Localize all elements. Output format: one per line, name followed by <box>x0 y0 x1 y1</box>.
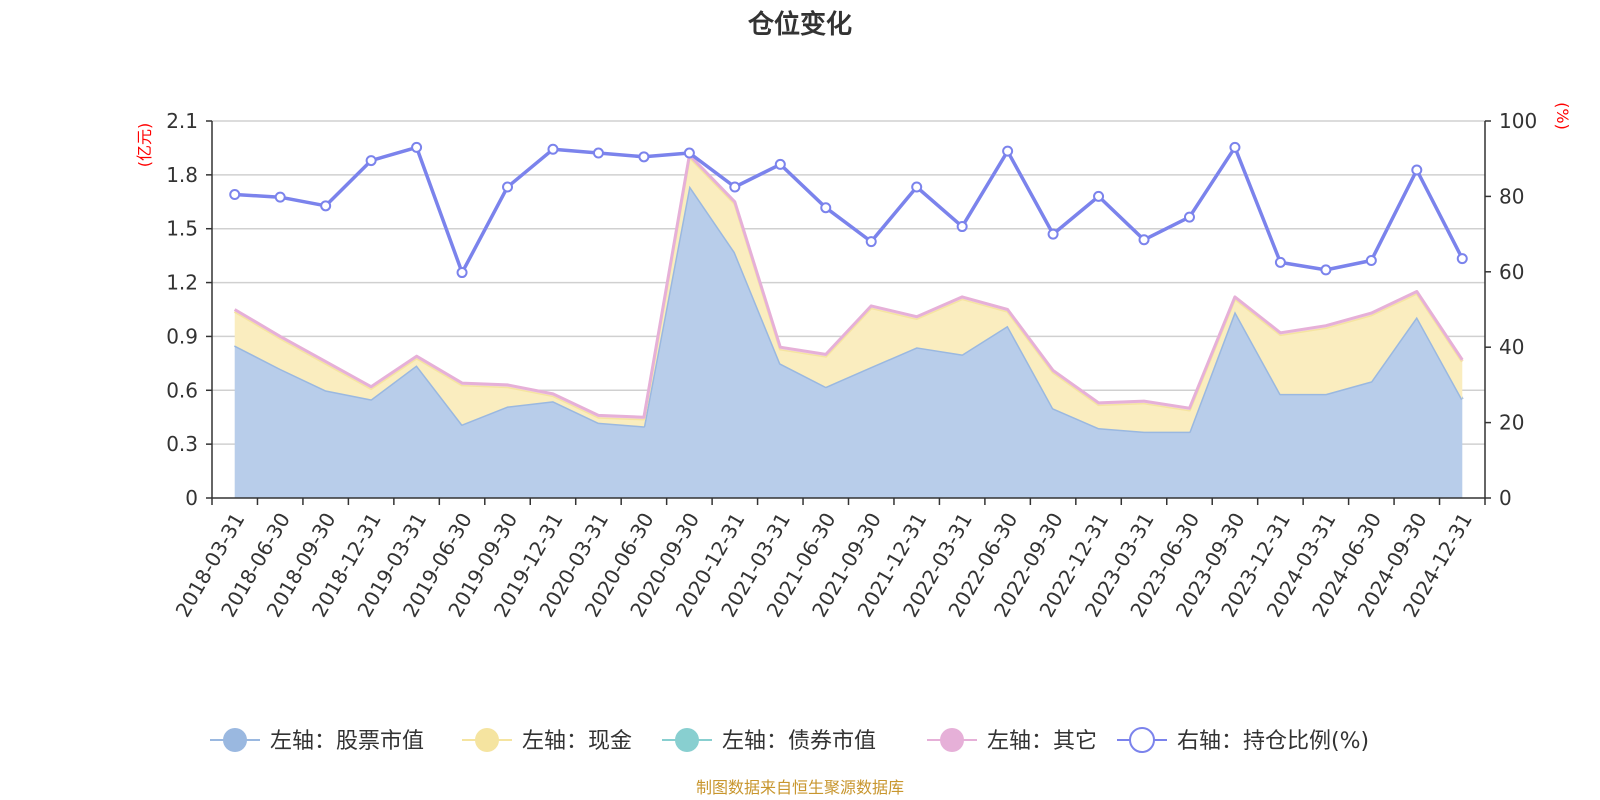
ratio-point <box>956 221 968 233</box>
ratio-point <box>1456 253 1468 265</box>
ratio-point <box>1183 211 1195 223</box>
ratio-point <box>865 236 877 248</box>
ratio-point <box>456 267 468 279</box>
ratio-point <box>1274 256 1286 268</box>
left-tick-label: 0.9 <box>166 324 198 348</box>
left-tick-label: 1.5 <box>166 217 198 241</box>
ratio-point <box>502 181 514 193</box>
ratio-point <box>1093 190 1105 202</box>
legend-marker <box>475 728 499 752</box>
right-tick-label: 80 <box>1499 184 1524 208</box>
ratio-point <box>1365 254 1377 266</box>
ratio-point <box>683 147 695 159</box>
ratio-point <box>1320 264 1332 276</box>
left-tick-label: 2.1 <box>166 109 198 133</box>
left-tick-label: 0.6 <box>166 378 198 402</box>
ratio-point <box>729 181 741 193</box>
ratio-point <box>820 202 832 214</box>
ratio-polyline <box>234 145 1464 275</box>
right-tick-label: 20 <box>1499 411 1524 435</box>
legend-marker <box>940 728 964 752</box>
legend-marker <box>675 728 699 752</box>
ratio-point <box>1229 141 1241 153</box>
left-tick-label: 1.2 <box>166 271 198 295</box>
right-axis-unit: (%) <box>1553 102 1572 130</box>
ratio-point <box>1002 145 1014 157</box>
legend-marker <box>1129 727 1155 753</box>
ratio-point <box>1047 228 1059 240</box>
left-tick-label: 1.8 <box>166 163 198 187</box>
right-tick-label: 60 <box>1499 260 1524 284</box>
ratio-point <box>411 141 423 153</box>
ratio-point <box>547 143 559 155</box>
ratio-point <box>320 200 332 212</box>
legend-label: 左轴：股票市值 <box>270 729 424 754</box>
legend-marker <box>223 728 247 752</box>
source-note: 制图数据来自恒生聚源数据库 <box>696 778 904 797</box>
area-左轴：股票市值 <box>234 185 1463 498</box>
chart-title: 仓位变化 <box>747 9 852 40</box>
right-tick-label: 100 <box>1499 109 1537 133</box>
legend: 左轴：股票市值 左轴：现金 左轴：债券市值 左轴：其它 右轴：持仓比例(%) <box>210 727 1369 754</box>
left-tick-label: 0.3 <box>166 432 198 456</box>
left-axis-unit: (亿元) <box>135 123 154 168</box>
ratio-point <box>365 155 377 167</box>
area-左轴：现金 <box>234 156 1463 432</box>
legend-label: 右轴：持仓比例(%) <box>1177 729 1369 754</box>
legend-label: 左轴：其它 <box>987 729 1097 754</box>
stacked-areas <box>233 153 1464 498</box>
right-tick-label: 40 <box>1499 335 1524 359</box>
ratio-point <box>229 189 241 201</box>
right-tick-label: 0 <box>1499 486 1512 510</box>
area-line-左轴：其它 <box>233 153 1464 419</box>
ratio-point <box>274 191 286 203</box>
legend-label: 左轴：现金 <box>522 729 632 754</box>
ratio-point <box>911 181 923 193</box>
left-tick-label: 0 <box>185 486 198 510</box>
legend-label: 左轴：债券市值 <box>722 729 876 754</box>
ratio-point <box>638 151 650 163</box>
ratio-point <box>1138 234 1150 246</box>
ratio-point <box>1411 164 1423 176</box>
ratio-point <box>774 158 786 170</box>
ratio-line <box>229 141 1468 279</box>
ratio-point <box>592 147 604 159</box>
